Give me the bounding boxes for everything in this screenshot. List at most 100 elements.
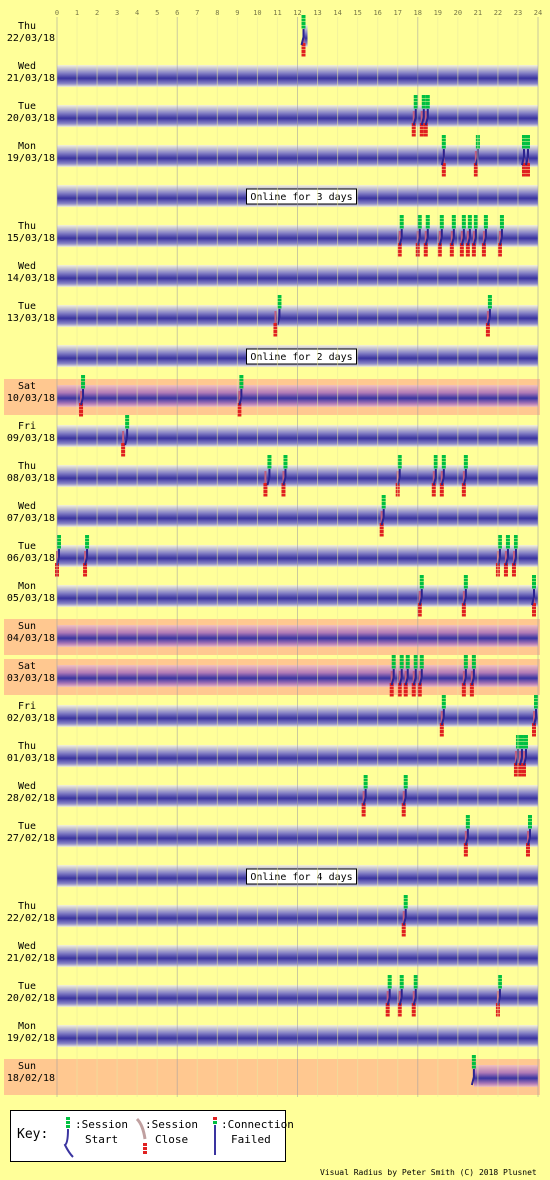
x-tick-label: 6 xyxy=(175,9,179,17)
session-close-mark xyxy=(531,726,536,730)
session-start-mark xyxy=(402,909,407,926)
session-close-mark xyxy=(397,253,402,257)
session-start-mark xyxy=(397,465,402,469)
session-start-mark xyxy=(277,298,282,302)
session-start-mark xyxy=(425,225,430,229)
session-close-mark xyxy=(423,133,428,137)
session-start-mark xyxy=(513,545,518,549)
session-start-mark xyxy=(239,375,244,378)
session-start-mark xyxy=(473,218,478,222)
session-close-mark xyxy=(463,853,468,857)
session-close-mark xyxy=(411,133,416,137)
session-start-mark xyxy=(471,662,476,665)
session-close-mark xyxy=(525,163,530,166)
session-close-mark xyxy=(301,53,306,57)
row-day-label: Wed xyxy=(18,261,36,272)
row-day-label: Tue xyxy=(18,101,36,112)
session-start-mark xyxy=(57,535,62,538)
x-tick-label: 24 xyxy=(534,9,542,17)
session-start-mark xyxy=(424,229,429,246)
row-day-label: Fri xyxy=(18,421,36,432)
session-close-mark xyxy=(525,846,530,850)
session-close-mark xyxy=(397,1013,402,1017)
session-start-mark xyxy=(450,229,455,246)
session-start-mark xyxy=(85,545,90,549)
session-start-mark xyxy=(419,585,424,589)
session-close-mark xyxy=(397,686,402,690)
session-start-mark xyxy=(413,98,418,102)
session-close-mark xyxy=(237,413,242,417)
session-close-mark xyxy=(441,170,446,173)
session-start-mark xyxy=(441,142,446,145)
session-close-mark xyxy=(397,246,402,250)
session-start-mark xyxy=(473,222,478,225)
row-day-label: Wed xyxy=(18,61,36,72)
row-date-label: 22/03/18 xyxy=(7,33,55,44)
session-start-mark xyxy=(399,975,404,978)
session-start-mark xyxy=(403,782,408,785)
row-date-label: 10/03/18 xyxy=(7,393,55,404)
session-start-mark xyxy=(441,138,446,142)
session-start-mark xyxy=(513,542,518,545)
session-start-mark xyxy=(397,458,402,462)
session-close-mark xyxy=(79,410,84,413)
session-start-mark xyxy=(85,535,90,538)
session-start-mark xyxy=(391,655,396,658)
session-start-mark xyxy=(497,535,502,538)
session-close-mark xyxy=(531,610,536,613)
radius-chart: Thu22/03/18Wed21/03/18Tue20/03/18Mon19/0… xyxy=(4,9,542,1097)
session-start-mark xyxy=(425,102,430,105)
session-start-mark xyxy=(301,15,306,18)
session-close-mark xyxy=(83,566,88,570)
session-close-mark xyxy=(401,806,406,810)
session-close-mark xyxy=(83,573,88,577)
session-start-mark xyxy=(433,462,438,465)
session-start-mark xyxy=(397,462,402,465)
session-close-mark xyxy=(463,850,468,853)
session-start-mark xyxy=(398,669,403,686)
session-close-mark xyxy=(465,246,470,250)
session-start-mark xyxy=(404,669,409,686)
session-start-mark xyxy=(267,462,272,465)
session-close-mark xyxy=(423,130,428,133)
x-tick-label: 0 xyxy=(55,9,59,17)
session-start-mark xyxy=(419,662,424,665)
session-start-mark xyxy=(81,385,86,389)
session-close-mark xyxy=(417,610,422,613)
x-tick-label: 23 xyxy=(514,9,522,17)
row-date-label: 20/03/18 xyxy=(7,113,55,124)
session-start-mark xyxy=(396,469,401,486)
session-start-mark xyxy=(518,749,523,766)
session-start-mark xyxy=(521,138,526,142)
session-close-mark xyxy=(449,250,454,253)
session-close-mark xyxy=(513,766,518,770)
session-start-mark xyxy=(277,305,282,309)
session-close-mark xyxy=(361,813,366,817)
session-close-mark xyxy=(513,773,518,777)
session-close-mark xyxy=(79,406,84,410)
session-start-mark xyxy=(300,29,305,46)
session-close-mark xyxy=(525,853,530,857)
session-close-mark xyxy=(461,686,466,690)
session-start-mark xyxy=(419,582,424,585)
session-start-mark xyxy=(533,698,538,702)
session-start-mark xyxy=(125,415,130,418)
session-start-mark xyxy=(460,229,465,246)
session-start-mark xyxy=(283,455,288,458)
session-start-mark xyxy=(84,549,89,566)
session-close-mark xyxy=(361,810,366,813)
session-start-mark xyxy=(471,1065,476,1069)
session-close-mark xyxy=(263,493,268,497)
session-close-mark xyxy=(461,613,466,617)
row-date-label: 19/02/18 xyxy=(7,1033,55,1044)
row-date-label: 21/02/18 xyxy=(7,953,55,964)
session-close-mark xyxy=(485,333,490,337)
session-close-mark xyxy=(263,483,268,486)
session-close-mark xyxy=(411,686,416,690)
session-start-mark xyxy=(523,735,528,738)
row-date-label: 15/03/18 xyxy=(7,233,55,244)
x-tick-label: 19 xyxy=(434,9,442,17)
